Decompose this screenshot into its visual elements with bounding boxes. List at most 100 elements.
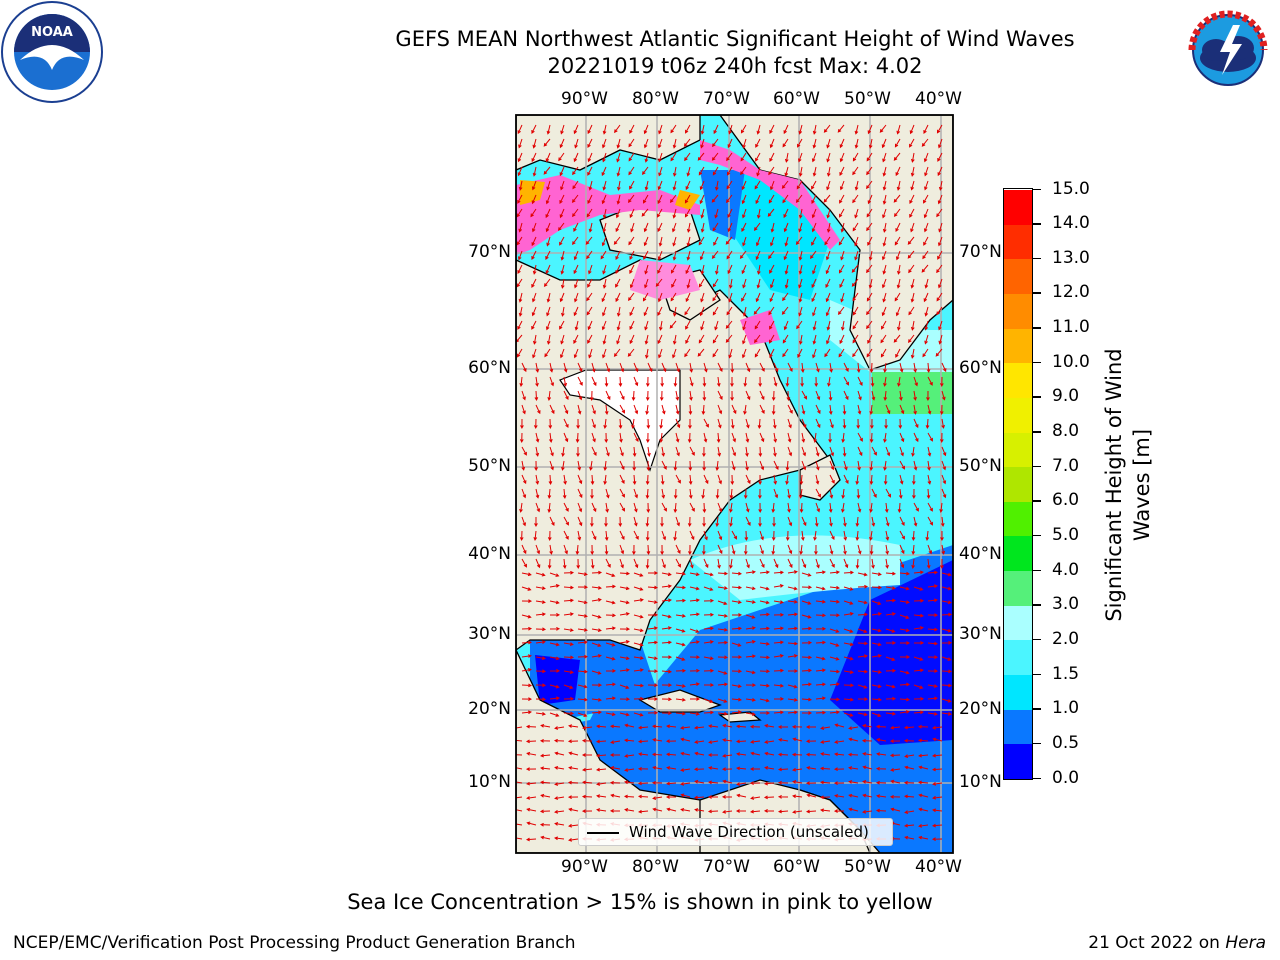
wave-direction-arrow — [782, 348, 789, 358]
wave-direction-arrow — [591, 654, 602, 658]
wave-direction-arrow — [713, 236, 719, 246]
wave-direction-arrow — [531, 292, 537, 303]
wave-direction-arrow — [743, 376, 748, 387]
wave-direction-arrow — [890, 725, 901, 730]
wave-direction-arrow — [577, 628, 588, 632]
wave-direction-arrow — [535, 558, 541, 569]
wave-direction-arrow — [521, 544, 527, 555]
wave-direction-arrow — [516, 754, 523, 756]
wave-direction-arrow — [540, 723, 551, 728]
wave-direction-arrow — [657, 334, 663, 345]
wave-direction-arrow — [801, 640, 813, 645]
wave-direction-arrow — [729, 558, 733, 569]
wave-direction-arrow — [517, 194, 523, 204]
wave-direction-arrow — [923, 124, 929, 134]
wave-direction-arrow — [745, 586, 756, 591]
wave-direction-arrow — [884, 418, 888, 430]
wave-direction-arrow — [689, 682, 700, 687]
lon-tick-bottom: 80°W — [632, 857, 679, 877]
wave-direction-arrow — [563, 711, 575, 716]
wave-direction-arrow — [862, 765, 873, 770]
wave-direction-arrow — [521, 640, 533, 645]
wave-direction-arrow — [590, 488, 594, 500]
wave-direction-arrow — [855, 530, 860, 541]
wave-direction-arrow — [703, 640, 714, 644]
wave-direction-arrow — [629, 264, 635, 274]
wave-direction-arrow — [517, 250, 523, 261]
wave-direction-arrow — [941, 446, 947, 457]
wave-direction-arrow — [672, 334, 677, 345]
wave-direction-arrow — [753, 222, 761, 232]
wave-direction-arrow — [798, 124, 803, 135]
wave-direction-arrow — [689, 502, 695, 512]
wave-direction-arrow — [554, 782, 565, 786]
wave-direction-arrow — [577, 712, 588, 717]
wave-direction-arrow — [854, 236, 859, 247]
wave-direction-arrow — [866, 152, 873, 162]
wave-direction-arrow — [829, 446, 834, 457]
wave-direction-arrow — [554, 796, 565, 800]
wave-direction-arrow — [619, 530, 625, 541]
wave-direction-arrow — [815, 640, 827, 645]
wave-direction-arrow — [707, 795, 719, 799]
wave-direction-arrow — [826, 320, 831, 331]
wave-direction-arrow — [633, 668, 644, 672]
wave-direction-arrow — [624, 780, 635, 785]
wave-direction-arrow — [645, 516, 650, 528]
wave-direction-arrow — [890, 779, 901, 784]
wave-direction-arrow — [703, 558, 709, 569]
wave-direction-arrow — [763, 795, 775, 800]
wave-direction-arrow — [754, 180, 761, 190]
wave-direction-arrow — [801, 404, 806, 415]
wave-direction-arrow — [745, 626, 756, 630]
wave-direction-arrow — [843, 362, 849, 372]
wave-direction-arrow — [521, 488, 527, 499]
wave-direction-arrow — [680, 725, 691, 730]
wave-direction-arrow — [605, 682, 617, 687]
wave-direction-arrow — [869, 530, 873, 541]
wave-direction-arrow — [828, 390, 833, 402]
wave-direction-arrow — [590, 544, 595, 556]
wave-direction-arrow — [783, 320, 789, 331]
wave-direction-arrow — [531, 222, 537, 233]
wave-direction-arrow — [701, 488, 706, 499]
colorbar-level-label: 15.0 — [1052, 178, 1090, 199]
wave-direction-arrow — [633, 598, 644, 602]
wave-direction-arrow — [521, 697, 533, 701]
wave-direction-arrow — [825, 250, 831, 261]
wave-direction-arrow — [545, 194, 551, 205]
wave-direction-arrow — [811, 208, 817, 219]
wave-direction-arrow — [826, 166, 831, 177]
wave-direction-arrow — [941, 544, 946, 555]
wave-direction-arrow — [866, 320, 873, 330]
wave-direction-arrow — [725, 236, 733, 245]
wave-direction-arrow — [516, 278, 523, 288]
wave-direction-arrow — [909, 138, 915, 148]
wave-direction-arrow — [882, 166, 887, 177]
wave-direction-arrow — [605, 446, 610, 457]
wave-direction-arrow — [582, 767, 593, 772]
wave-direction-arrow — [531, 320, 537, 330]
wave-direction-arrow — [899, 404, 905, 415]
wave-direction-arrow — [745, 683, 757, 687]
wave-direction-arrow — [615, 250, 621, 261]
wave-direction-arrow — [885, 628, 896, 633]
wave-direction-arrow — [633, 642, 644, 647]
wave-direction-arrow — [796, 320, 803, 330]
wave-direction-arrow — [895, 250, 901, 261]
wave-direction-arrow — [839, 278, 845, 289]
colorbar-segment — [1004, 397, 1032, 433]
wave-direction-arrow — [703, 668, 715, 673]
wave-direction-arrow — [938, 320, 943, 331]
wave-direction-arrow — [828, 432, 832, 444]
wave-direction-arrow — [686, 222, 691, 233]
wave-direction-arrow — [798, 208, 803, 219]
wave-direction-arrow — [549, 544, 553, 555]
wave-direction-arrow — [773, 640, 784, 645]
wave-direction-arrow — [896, 320, 901, 331]
wave-direction-arrow — [572, 236, 579, 246]
wave-direction-arrow — [839, 208, 845, 218]
wave-direction-arrow — [782, 194, 789, 204]
wave-direction-arrow — [581, 809, 593, 813]
wave-direction-arrow — [843, 516, 847, 527]
